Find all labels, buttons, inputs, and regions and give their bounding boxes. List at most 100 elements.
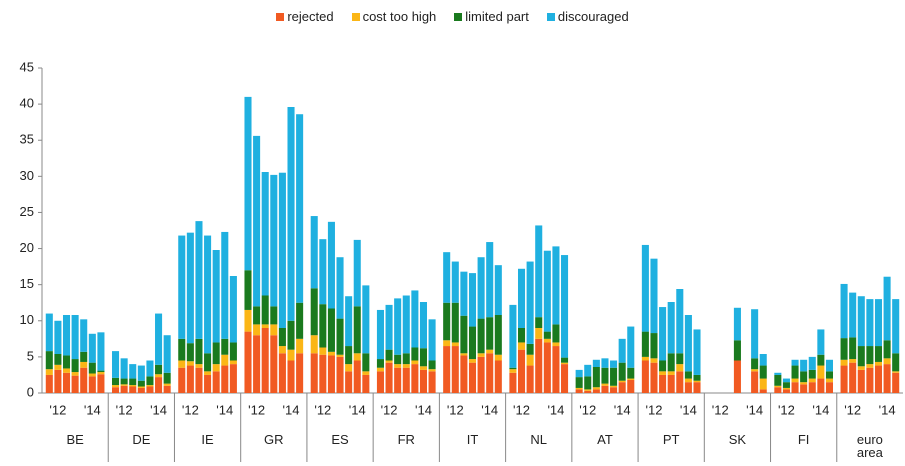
bar-segment (204, 374, 212, 393)
bar-segment (849, 362, 857, 393)
bar-segment (336, 318, 344, 355)
bar-segment (618, 380, 626, 383)
bar-segment (601, 383, 609, 386)
bar-segment (287, 349, 295, 361)
bar-segment (54, 364, 62, 370)
bar-segment (54, 369, 62, 393)
bar-segment (883, 340, 891, 359)
bar-segment (62, 355, 71, 369)
bar-segment (892, 353, 900, 372)
bar-segment (327, 351, 335, 356)
legend-swatch (351, 12, 360, 21)
bar-segment (71, 359, 79, 373)
bar-segment (178, 235, 186, 339)
bar-segment (800, 371, 808, 383)
bar-segment (411, 360, 419, 365)
bar-segment (163, 335, 171, 373)
bar-segment (552, 324, 560, 343)
bar-segment (146, 360, 154, 377)
bar-segment (112, 351, 120, 378)
bar-segment (791, 382, 799, 393)
bar-segment (278, 353, 286, 393)
bar-segment (517, 328, 526, 343)
bar-segment (345, 371, 353, 393)
legend-item: rejected (276, 9, 334, 24)
bar-segment (477, 257, 485, 319)
bar-segment (468, 273, 477, 327)
bar-segment (443, 252, 451, 303)
legend-label: limited part (465, 9, 529, 24)
bar-segment (561, 255, 569, 358)
bar-segment (659, 374, 667, 393)
bar-segment (253, 335, 261, 393)
bar-segment (54, 320, 62, 354)
bar-segment (419, 302, 428, 349)
bar-segment (601, 385, 609, 393)
bar-segment (244, 309, 252, 332)
bar-segment (195, 338, 203, 365)
bar-segment (733, 360, 741, 393)
bar-segment (385, 349, 393, 361)
bar-segment (411, 364, 419, 393)
bar-segment (186, 361, 194, 366)
bar-segment (204, 235, 212, 354)
y-tick-label: 25 (20, 204, 34, 219)
y-tick-label: 5 (27, 348, 34, 363)
group-label: PT (662, 432, 680, 447)
bar-segment (62, 368, 71, 373)
bar-segment (782, 382, 790, 388)
bar-segment (676, 353, 684, 365)
bar-segment (526, 365, 534, 393)
bar-segment (62, 372, 71, 393)
bar-segment (892, 372, 900, 393)
bar-segment (477, 356, 485, 393)
bar-segment (684, 371, 692, 379)
x-tick-label: '14 (614, 402, 631, 417)
bar-segment (866, 299, 874, 347)
bar-segment (759, 354, 767, 366)
bar-segment (178, 338, 186, 361)
bar-segment (253, 306, 261, 325)
bar-segment (411, 347, 419, 361)
bar-segment (443, 340, 451, 347)
x-tick-label: '12 (712, 402, 729, 417)
bar-segment (526, 343, 534, 355)
bar-segment (97, 374, 105, 393)
bar-segment (840, 283, 848, 339)
bar-segment (428, 371, 436, 393)
bar-segment (212, 364, 220, 372)
bar-segment (676, 371, 684, 393)
bar-segment (883, 364, 891, 393)
bar-segment (543, 250, 551, 332)
bar-segment (659, 307, 667, 361)
bar-segment (552, 342, 560, 347)
bar-segment (684, 382, 692, 393)
bar-segment (376, 309, 384, 360)
x-tick-label: '14 (812, 402, 829, 417)
bar-segment (641, 244, 649, 332)
bar-segment (428, 360, 436, 370)
bar-segment (759, 378, 767, 390)
bar-segment (88, 333, 96, 363)
bar-segment (584, 390, 592, 393)
bar-segment (774, 374, 782, 386)
bar-segment (129, 364, 137, 379)
bar-segment (221, 338, 229, 355)
bar-segment (146, 386, 154, 393)
bar-segment (857, 296, 865, 347)
bar-segment (486, 353, 494, 393)
bar-segment (419, 369, 428, 393)
x-tick-label: '14 (746, 402, 763, 417)
bar-segment (261, 324, 269, 328)
bar-segment (62, 315, 71, 356)
x-tick-label: '14 (150, 402, 167, 417)
bar-segment (336, 356, 344, 393)
bar-segment (592, 367, 600, 388)
bar-segment (840, 359, 848, 366)
bar-segment (751, 371, 759, 393)
bar-segment (751, 369, 759, 372)
bar-segment (561, 357, 569, 363)
bar-segment (791, 378, 799, 383)
bar-segment (270, 335, 278, 393)
bar-segment (451, 346, 459, 393)
